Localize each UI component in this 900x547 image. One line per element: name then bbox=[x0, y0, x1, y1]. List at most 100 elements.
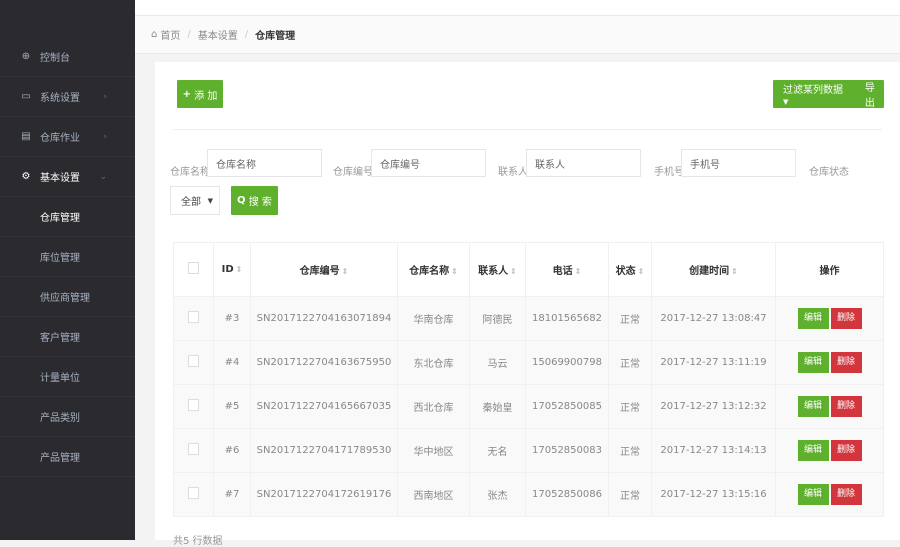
delete-button[interactable]: 删除 bbox=[830, 396, 862, 417]
column-header[interactable]: 联系人 ⇕ bbox=[469, 242, 526, 297]
sidebar-subitem-6[interactable]: 产品管理 bbox=[0, 437, 135, 477]
table-cell: SN2017122704165667035 bbox=[250, 384, 398, 429]
table-cell: 18101565682 bbox=[525, 296, 609, 341]
gear-icon: ⚙ bbox=[21, 171, 31, 182]
breadcrumb: ⌂ 首页 / 基本设置 / 仓库管理 bbox=[135, 16, 900, 54]
edit-button[interactable]: 编辑 bbox=[797, 396, 829, 417]
toolbar-group: 过滤某列数据 ▼ 导出 bbox=[773, 80, 884, 109]
table-cell: 2017-12-27 13:08:47 bbox=[651, 296, 776, 341]
monitor-icon: ▭ bbox=[21, 91, 31, 102]
delete-button[interactable]: 删除 bbox=[830, 484, 862, 505]
breadcrumb-parent[interactable]: 基本设置 bbox=[197, 31, 238, 42]
table-cell: 秦始皇 bbox=[469, 384, 526, 429]
edit-button[interactable]: 编辑 bbox=[797, 352, 829, 373]
sidebar-item-0[interactable]: ⊕ 控制台 bbox=[0, 37, 135, 77]
column-header[interactable]: 电话 ⇕ bbox=[525, 242, 609, 297]
sidebar-subitem-1[interactable]: 库位管理 bbox=[0, 237, 135, 277]
header-checkbox-cell bbox=[173, 242, 214, 297]
caret-down-icon: ▼ bbox=[783, 98, 789, 106]
chevron-icon: › bbox=[103, 91, 107, 102]
sort-icon[interactable]: ⇕ bbox=[235, 265, 243, 274]
table-cell: 正常 bbox=[608, 472, 652, 517]
sort-icon[interactable]: ⇕ bbox=[574, 267, 582, 276]
table-cell: 无名 bbox=[469, 428, 526, 473]
delete-button[interactable]: 删除 bbox=[830, 352, 862, 373]
sort-icon[interactable]: ⇕ bbox=[341, 267, 349, 276]
select-all-checkbox[interactable] bbox=[188, 262, 199, 274]
table-cell: 2017-12-27 13:14:13 bbox=[651, 428, 776, 473]
sidebar-subitem-5[interactable]: 产品类别 bbox=[0, 397, 135, 437]
name-input[interactable]: 仓库名称 bbox=[207, 149, 322, 177]
file-icon: ▤ bbox=[21, 131, 31, 142]
column-header[interactable]: 创建时间 ⇕ bbox=[651, 242, 776, 297]
plus-icon: + bbox=[182, 88, 191, 100]
sidebar-subitem-0[interactable]: 仓库管理 bbox=[0, 197, 135, 237]
table-row: #3 SN2017122704163071894 华南仓库 阿德民 1810156568… bbox=[173, 296, 884, 341]
row-checkbox[interactable] bbox=[188, 443, 199, 455]
status-select[interactable]: 全部 ▼ bbox=[170, 186, 220, 215]
row-checkbox[interactable] bbox=[188, 355, 199, 367]
label-phone: 手机号 bbox=[654, 167, 684, 178]
edit-button[interactable]: 编辑 bbox=[797, 440, 829, 461]
table-cell: #6 bbox=[213, 428, 251, 473]
table-cell: 正常 bbox=[608, 384, 652, 429]
delete-button[interactable]: 删除 bbox=[830, 440, 862, 461]
table-row: #5 SN2017122704165667035 西北仓库 秦始皇 1705285008… bbox=[173, 384, 884, 429]
table-cell: 华南仓库 bbox=[397, 296, 470, 341]
search-icon: Q bbox=[237, 195, 246, 206]
column-header[interactable]: 状态 ⇕ bbox=[608, 242, 652, 297]
table-cell: #7 bbox=[213, 472, 251, 517]
warehouse-table: ID ⇕ 仓库编号 ⇕ 仓库名称 ⇕ 联系人 ⇕ 电话 ⇕ 状态 ⇕ 创建时间 ⇕ 操作 #3 SN20171… bbox=[173, 242, 884, 517]
column-header[interactable]: 仓库名称 ⇕ bbox=[397, 242, 470, 297]
code-input[interactable]: 仓库编号 bbox=[371, 149, 486, 177]
globe-icon: ⊕ bbox=[21, 51, 31, 62]
caret-down-icon: ▼ bbox=[207, 196, 213, 205]
sidebar-item-3[interactable]: ⚙ 基本设置 ⌄ bbox=[0, 157, 135, 197]
breadcrumb-home[interactable]: 首页 bbox=[160, 31, 181, 42]
table-row: #6 SN2017122704171789530 华中地区 无名 17052850083… bbox=[173, 428, 884, 473]
sort-icon[interactable]: ⇕ bbox=[451, 267, 458, 276]
sort-icon[interactable]: ⇕ bbox=[637, 267, 645, 276]
contact-input[interactable]: 联系人 bbox=[526, 149, 641, 177]
column-header[interactable]: 仓库编号 ⇕ bbox=[250, 242, 398, 297]
divider bbox=[173, 129, 882, 130]
label-name: 仓库名称 bbox=[170, 167, 210, 178]
add-label: 添 加 bbox=[194, 90, 218, 102]
search-button[interactable]: Q 搜 索 bbox=[231, 186, 278, 215]
table-cell: #5 bbox=[213, 384, 251, 429]
table-cell: 正常 bbox=[608, 340, 652, 385]
edit-button[interactable]: 编辑 bbox=[797, 484, 829, 505]
add-button[interactable]: + 添 加 bbox=[177, 80, 223, 108]
content-panel: + 添 加 过滤某列数据 ▼ 导出 仓库名称 仓库名称 仓库编号 仓库编号 联系… bbox=[155, 62, 900, 547]
sidebar: ⊕ 控制台 ▭ 系统设置 › ▤ 仓库作业 › ⚙ 基本设置 ⌄ 仓库管理 库位管理 供应商管理 客户管理计… bbox=[0, 0, 135, 540]
filter-dropdown[interactable]: 过滤某列数据 ▼ bbox=[783, 85, 843, 106]
label-contact: 联系人 bbox=[498, 167, 528, 178]
column-header[interactable]: ID ⇕ bbox=[213, 242, 251, 297]
sidebar-subitem-3[interactable]: 客户管理 bbox=[0, 317, 135, 357]
table-cell: 西北仓库 bbox=[397, 384, 470, 429]
sidebar-item-2[interactable]: ▤ 仓库作业 › bbox=[0, 117, 135, 157]
row-checkbox[interactable] bbox=[188, 487, 199, 499]
table-cell: 马云 bbox=[469, 340, 526, 385]
edit-button[interactable]: 编辑 bbox=[797, 308, 829, 329]
sidebar-subitem-4[interactable]: 计量单位 bbox=[0, 357, 135, 397]
table-cell: 2017-12-27 13:11:19 bbox=[651, 340, 776, 385]
phone-input[interactable]: 手机号 bbox=[681, 149, 796, 177]
delete-button[interactable]: 删除 bbox=[830, 308, 862, 329]
sidebar-item-1[interactable]: ▭ 系统设置 › bbox=[0, 77, 135, 117]
table-cell: 正常 bbox=[608, 296, 652, 341]
export-button[interactable]: 导出 bbox=[864, 83, 875, 109]
row-checkbox[interactable] bbox=[188, 311, 199, 323]
sort-icon[interactable]: ⇕ bbox=[510, 267, 517, 276]
sort-icon[interactable]: ⇕ bbox=[731, 267, 738, 276]
table-cell: SN2017122704163675950 bbox=[250, 340, 398, 385]
table-cell: 17052850083 bbox=[525, 428, 609, 473]
table-cell: SN2017122704163071894 bbox=[250, 296, 398, 341]
breadcrumb-current: 仓库管理 bbox=[255, 31, 296, 42]
row-checkbox[interactable] bbox=[188, 399, 199, 411]
sidebar-subitem-2[interactable]: 供应商管理 bbox=[0, 277, 135, 317]
chevron-icon: ⌄ bbox=[99, 171, 107, 182]
table-cell: SN2017122704171789530 bbox=[250, 428, 398, 473]
sidebar-item-label: 仓库作业 bbox=[40, 133, 80, 144]
column-header: 操作 bbox=[775, 242, 884, 297]
